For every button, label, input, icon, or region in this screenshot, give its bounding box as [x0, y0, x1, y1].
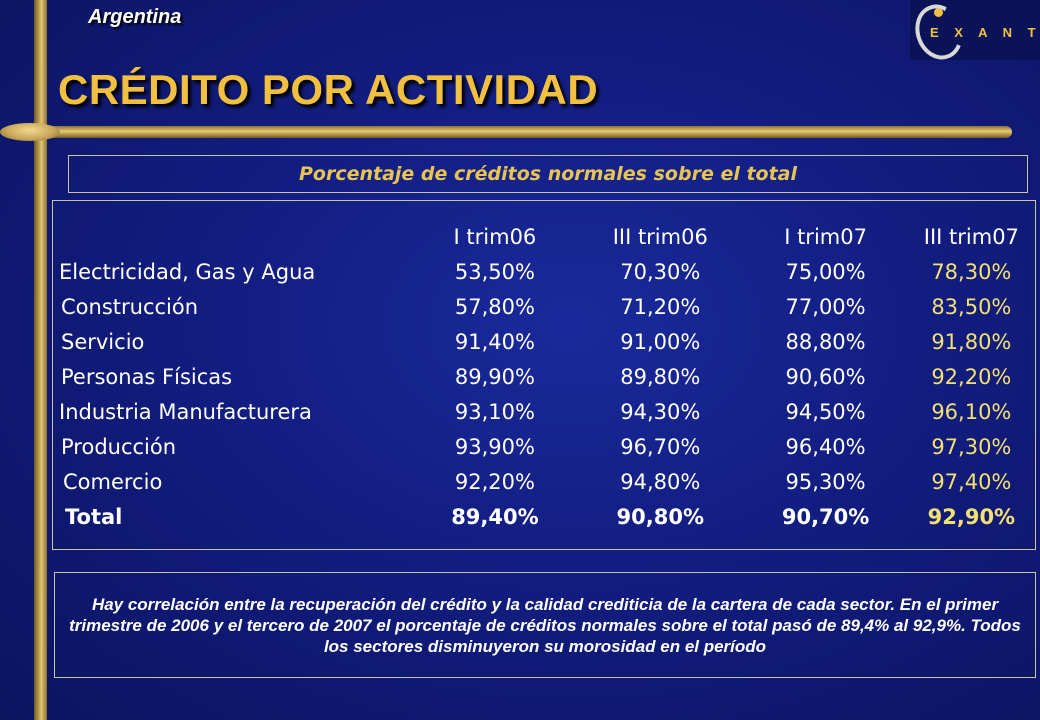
table-row: Servicio 91,40% 91,00% 88,80% 91,80%: [59, 324, 1035, 359]
exante-logo: E X A N T E: [907, 0, 1040, 67]
country-label: Argentina: [88, 6, 182, 28]
table-cell: 88,80%: [785, 329, 866, 354]
row-label: Industria Manufacturera: [59, 399, 312, 424]
table-cell: 97,40%: [931, 469, 1012, 494]
table-cell: 90,60%: [785, 364, 866, 389]
credit-table: I trim06 III trim06 I trim07 III trim07 …: [59, 219, 1035, 534]
table-cell: 90,80%: [616, 504, 704, 529]
table-cell: 91,00%: [620, 329, 701, 354]
table-cell: 94,80%: [620, 469, 701, 494]
row-label: Personas Físicas: [61, 364, 233, 389]
column-header: I trim07: [784, 224, 867, 249]
table-cell: 89,40%: [451, 504, 539, 529]
table-cell: 70,30%: [620, 259, 701, 284]
conclusion-note: Hay correlación entre la recuperación de…: [54, 572, 1036, 678]
header-empty-cell: [59, 219, 413, 254]
row-label: Construcción: [61, 294, 199, 319]
table-cell: 94,50%: [785, 399, 866, 424]
table-total-row: Total 89,40% 90,80% 90,70% 92,90%: [59, 499, 1035, 534]
gold-bar-knob: [0, 123, 60, 141]
table-cell: 94,30%: [620, 399, 701, 424]
table-cell: 91,80%: [931, 329, 1012, 354]
logo-dot-icon: [934, 8, 943, 17]
table-cell: 75,00%: [785, 259, 866, 284]
row-label: Servicio: [61, 329, 145, 354]
page-title: CRÉDITO POR ACTIVIDAD: [58, 66, 599, 113]
table-row: Industria Manufacturera 93,10% 94,30% 94…: [59, 394, 1035, 429]
table-subtitle: Porcentaje de créditos normales sobre el…: [68, 155, 1028, 193]
row-label: Comercio: [63, 469, 163, 494]
table-cell: 71,20%: [620, 294, 701, 319]
logo-text: E X A N T E: [930, 25, 1040, 40]
table-cell: 78,30%: [931, 259, 1012, 284]
table-cell: 96,10%: [931, 399, 1012, 424]
table-cell: 83,50%: [931, 294, 1012, 319]
table-row: Comercio 92,20% 94,80% 95,30% 97,40%: [59, 464, 1035, 499]
table-cell: 77,00%: [785, 294, 866, 319]
gold-horizontal-bar: [8, 126, 1012, 138]
table-cell: 92,20%: [454, 469, 535, 494]
table-row: Producción 93,90% 96,70% 96,40% 97,30%: [59, 429, 1035, 464]
table-row: Construcción 57,80% 71,20% 77,00% 83,50%: [59, 289, 1035, 324]
table-cell: 92,90%: [927, 504, 1016, 529]
table-cell: 90,70%: [781, 504, 870, 529]
table-cell: 92,20%: [931, 364, 1012, 389]
column-header: III trim06: [612, 224, 708, 249]
table-cell: 95,30%: [785, 469, 866, 494]
table-cell: 57,80%: [454, 294, 535, 319]
table-cell: 53,50%: [454, 259, 535, 284]
table-cell: 93,90%: [454, 434, 535, 459]
table-cell: 96,70%: [620, 434, 701, 459]
row-label: Producción: [61, 434, 177, 459]
table-cell: 96,40%: [785, 434, 866, 459]
table-row: Electricidad, Gas y Agua 53,50% 70,30% 7…: [59, 254, 1035, 289]
table-cell: 97,30%: [931, 434, 1012, 459]
column-header: III trim07: [923, 224, 1019, 249]
table-row: Personas Físicas 89,90% 89,80% 90,60% 92…: [59, 359, 1035, 394]
table-cell: 89,90%: [454, 364, 535, 389]
gold-vertical-bar: [34, 0, 47, 720]
row-label: Electricidad, Gas y Agua: [59, 259, 316, 284]
column-header: I trim06: [453, 224, 537, 249]
table-cell: 93,10%: [454, 399, 535, 424]
row-label: Total: [65, 504, 123, 529]
table-header-row: I trim06 III trim06 I trim07 III trim07: [59, 219, 1035, 254]
credit-table-panel: I trim06 III trim06 I trim07 III trim07 …: [52, 200, 1036, 550]
table-cell: 91,40%: [454, 329, 535, 354]
table-cell: 89,80%: [620, 364, 701, 389]
